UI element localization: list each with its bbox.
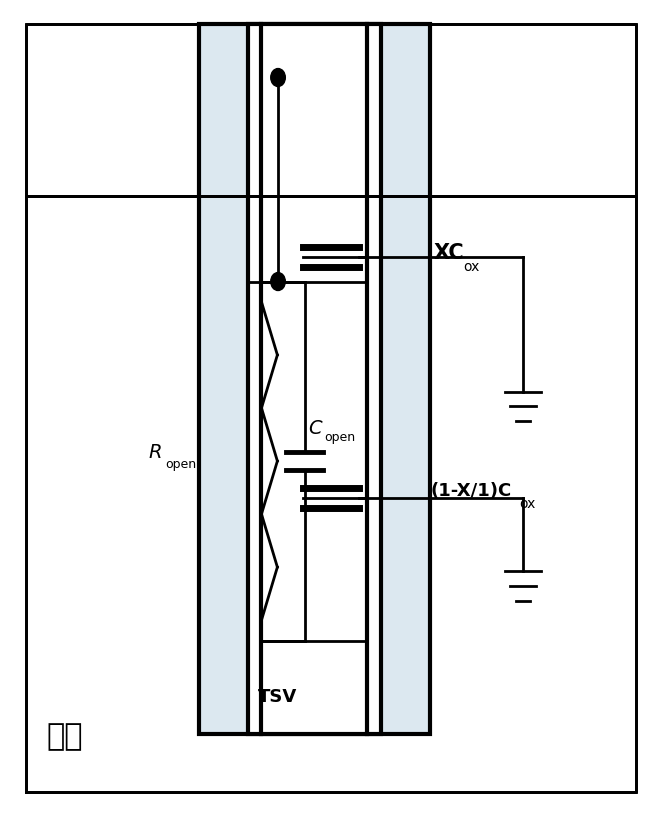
Text: R: R xyxy=(149,443,162,463)
Text: TSV: TSV xyxy=(258,688,297,706)
Circle shape xyxy=(271,69,285,86)
Circle shape xyxy=(271,273,285,290)
Text: XC: XC xyxy=(434,243,464,263)
Bar xyxy=(199,24,430,734)
Text: open: open xyxy=(166,458,197,471)
Text: ox: ox xyxy=(463,259,480,274)
Text: ox: ox xyxy=(520,497,536,512)
Bar xyxy=(248,24,381,734)
Text: (1-X/1)C: (1-X/1)C xyxy=(430,482,512,500)
Text: C: C xyxy=(308,419,322,438)
Text: 誾底: 誾底 xyxy=(46,721,83,751)
Text: open: open xyxy=(324,431,355,444)
